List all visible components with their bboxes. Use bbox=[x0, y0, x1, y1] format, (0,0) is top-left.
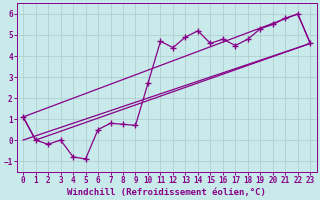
X-axis label: Windchill (Refroidissement éolien,°C): Windchill (Refroidissement éolien,°C) bbox=[67, 188, 266, 197]
